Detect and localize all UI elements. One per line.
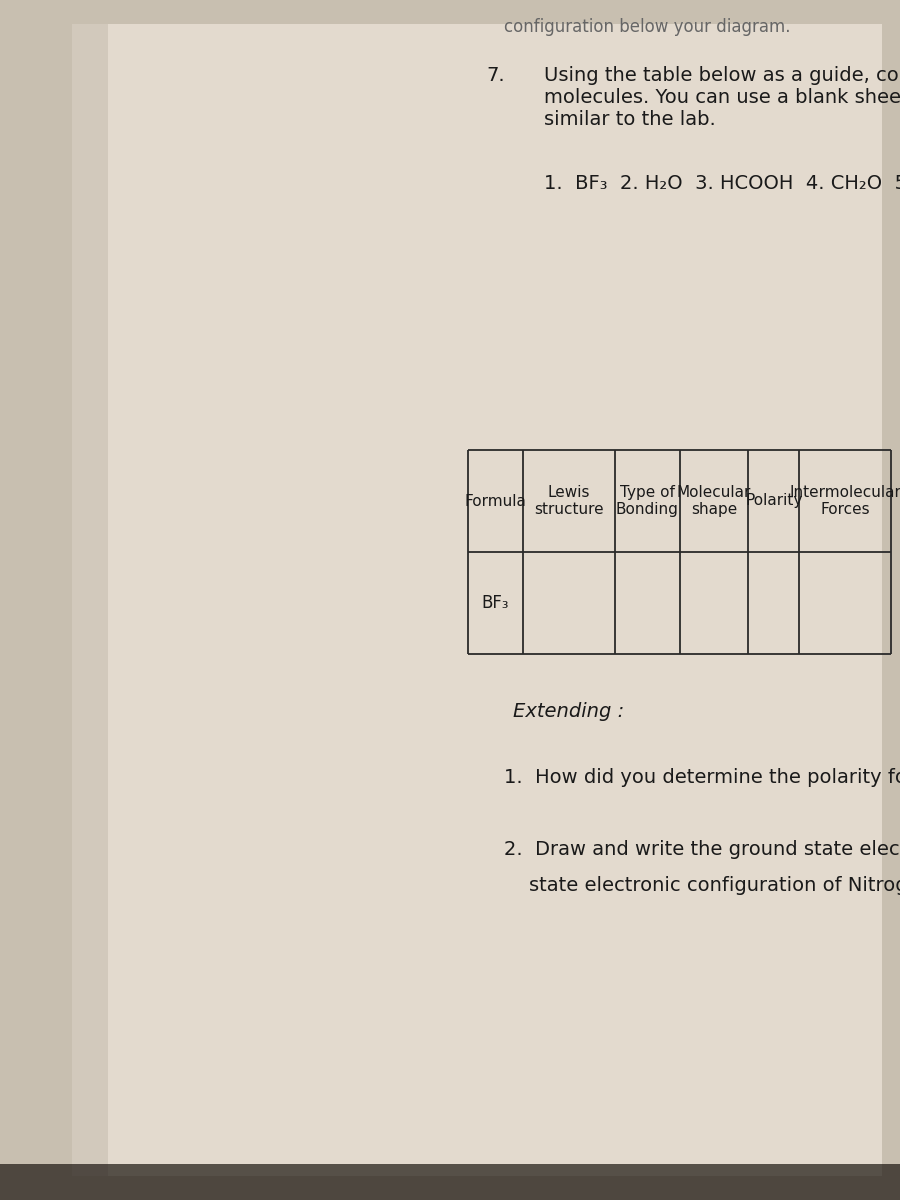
Text: Polarity: Polarity [745, 493, 803, 509]
Text: 7.: 7. [486, 66, 505, 85]
Bar [0, 1164, 900, 1200]
Text: Extending :: Extending : [513, 702, 625, 721]
Text: Formula: Formula [464, 493, 526, 509]
Bar [0, 0, 108, 1200]
Text: state electronic configuration of Nitrogen.: state electronic configuration of Nitrog… [504, 876, 900, 895]
Text: Intermolecular
Forces: Intermolecular Forces [789, 485, 900, 517]
Text: Molecular
shape: Molecular shape [677, 485, 751, 517]
Text: Type of
Bonding: Type of Bonding [616, 485, 679, 517]
Text: Using the table below as a guide, construct a table for the following
molecules.: Using the table below as a guide, constr… [544, 66, 900, 128]
Text: configuration below your diagram.: configuration below your diagram. [504, 18, 790, 36]
Text: 1.  BF₃  2. H₂O  3. HCOOH  4. CH₂O  5. HClO  6. NH₄⁺ 7. C₂Cl₂: 1. BF₃ 2. H₂O 3. HCOOH 4. CH₂O 5. HClO 6… [544, 174, 900, 193]
Text: 2.  Draw and write the ground state electronic configuration and excited: 2. Draw and write the ground state elect… [504, 840, 900, 859]
Text: BF₃: BF₃ [482, 594, 509, 612]
Text: Lewis
structure: Lewis structure [535, 485, 604, 517]
Text: 1.  How did you determine the polarity for the molecules above?: 1. How did you determine the polarity fo… [504, 768, 900, 787]
